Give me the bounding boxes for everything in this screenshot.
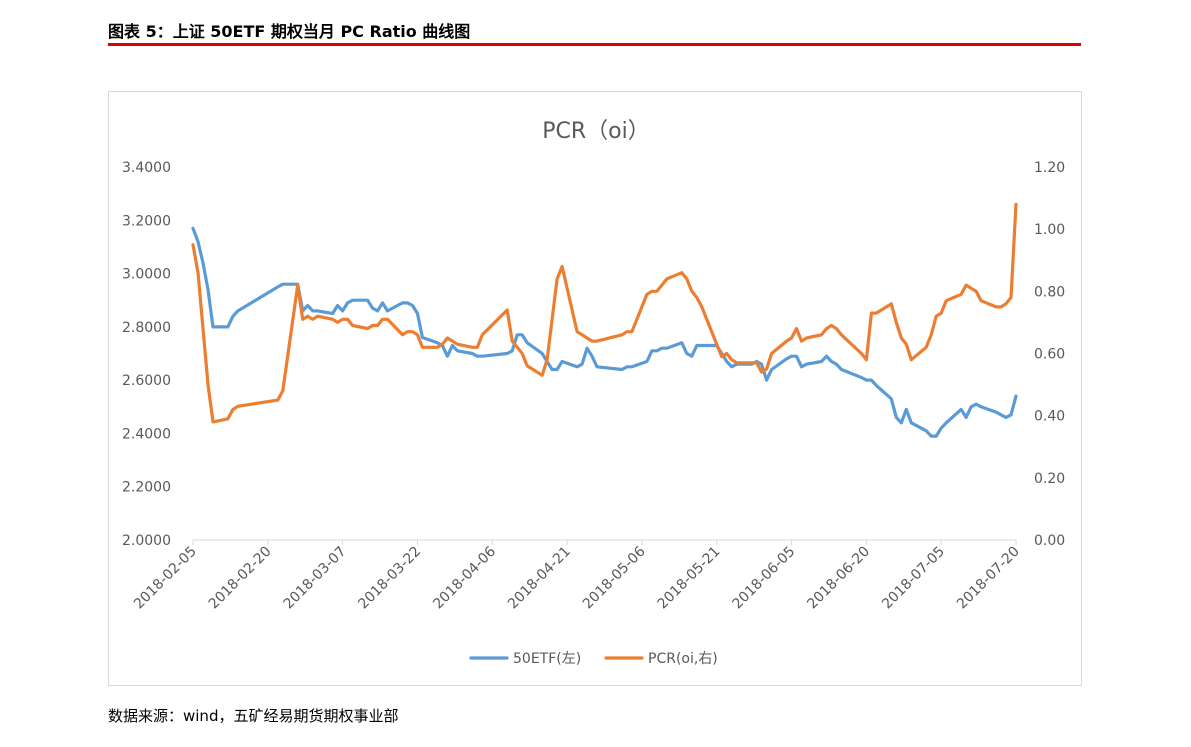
y-left-tick-label: 3.2000: [122, 213, 171, 229]
y-left-tick-label: 2.6000: [122, 373, 171, 389]
x-tick-label: 2018-03-07: [281, 544, 350, 613]
y-left-tick-label: 3.4000: [122, 160, 171, 176]
x-tick-label: 2018-04-06: [430, 543, 499, 612]
y-right-tick-label: 0.20: [1034, 471, 1065, 487]
x-tick-label: 2018-03-22: [355, 544, 424, 613]
x-tick-label: 2018-06-20: [804, 544, 873, 613]
etf-series-line: [191, 226, 1018, 438]
x-tick-label: 2018-07-05: [879, 544, 948, 613]
x-tick-label: 2018-05-21: [655, 544, 724, 613]
chart-title: PCR（oi）: [542, 119, 650, 144]
y-left-tick-label: 2.2000: [122, 480, 171, 496]
source-note: 数据来源：wind，五矿经易期货期权事业部: [108, 707, 399, 725]
y-right-tick-label: 1.00: [1034, 222, 1065, 238]
title-underline: [108, 43, 1081, 46]
page-title: 图表 5：上证 50ETF 期权当月 PC Ratio 曲线图: [108, 22, 471, 41]
legend-label: 50ETF(左): [513, 651, 581, 667]
pcr-series-line: [191, 202, 1018, 424]
x-tick-label: 2018-04-21: [505, 544, 574, 613]
x-tick-label: 2018-05-06: [580, 543, 649, 612]
y-left-tick-label: 2.8000: [122, 320, 171, 336]
x-tick-label: 2018-06-05: [730, 544, 799, 613]
y-right-tick-label: 0.80: [1034, 284, 1065, 300]
x-tick-label: 2018-07-20: [954, 544, 1023, 613]
y-left-tick-label: 2.4000: [122, 426, 171, 442]
y-right-tick-label: 0.40: [1034, 409, 1065, 425]
legend-label: PCR(oi,右): [648, 651, 718, 667]
chart-frame: PCR（oi） 2018-02-05 2018-02-20 2018-03-07 20…: [108, 91, 1082, 686]
x-tick-label: 2018-02-20: [206, 544, 275, 613]
y-left-tick-label: 3.0000: [122, 267, 171, 283]
y-right-tick-label: 1.20: [1034, 160, 1065, 176]
pcr-chart: PCR（oi） 2018-02-05 2018-02-20 2018-03-07 20…: [122, 119, 1065, 667]
y-right-tick-label: 0.00: [1034, 533, 1065, 549]
y-left-tick-label: 2.0000: [122, 533, 171, 549]
x-tick-label: 2018-02-05: [131, 544, 200, 613]
y-right-tick-label: 0.60: [1034, 347, 1065, 363]
